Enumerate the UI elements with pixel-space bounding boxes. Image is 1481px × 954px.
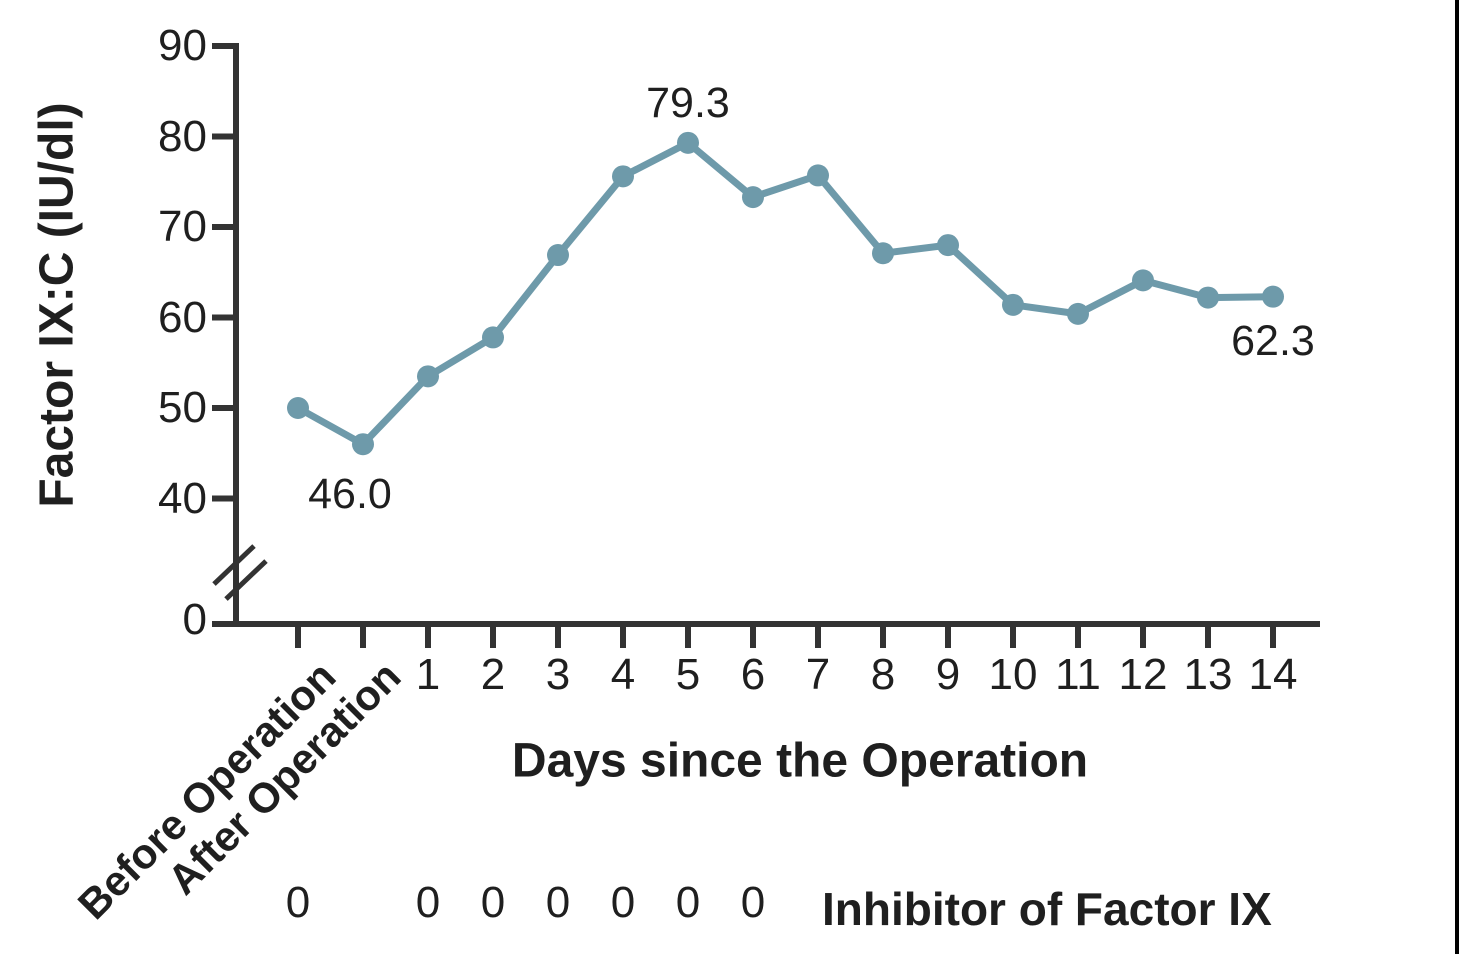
y-tick-label: 70 (158, 202, 207, 251)
data-point (417, 365, 439, 388)
inhibitor-row-label: Inhibitor of Factor IX (822, 883, 1272, 935)
data-point (482, 326, 504, 349)
y-tick-label: 60 (158, 292, 207, 342)
inhibitor-zero: 0 (285, 878, 311, 927)
x-tick-label: 1 (415, 650, 441, 699)
y-tick-label: 80 (158, 111, 207, 161)
x-tick-label: 10 (988, 650, 1038, 699)
x-axis-title: Days since the Operation (511, 734, 1089, 788)
y-tick-label: 90 (158, 21, 207, 70)
inhibitor-zero: 0 (480, 878, 506, 927)
x-tick-label: 9 (935, 650, 961, 699)
data-point (1067, 302, 1089, 325)
x-tick-label: 4 (610, 650, 636, 699)
data-point (807, 164, 829, 187)
x-tick-label: 8 (870, 650, 896, 699)
data-point (612, 165, 634, 188)
data-point-label: 46.0 (308, 470, 392, 519)
series-line (294, 139, 1277, 448)
y-tick-label: 0 (182, 595, 207, 644)
x-tick-label: 14 (1248, 650, 1298, 699)
x-tick-label: 11 (1055, 650, 1101, 699)
axis-break-icon (212, 544, 256, 586)
data-point (1197, 286, 1219, 309)
data-point (352, 433, 374, 456)
y-tick-label: 40 (158, 473, 207, 523)
x-tick-label: 13 (1183, 650, 1233, 699)
x-tick-label: 7 (805, 650, 831, 699)
data-point (1262, 285, 1284, 308)
axis-break-icon (224, 559, 268, 601)
x-tick-label: 3 (545, 650, 571, 699)
data-point-label: 79.3 (646, 78, 730, 127)
inhibitor-zero: 0 (415, 878, 441, 927)
page-edge-line (1455, 0, 1459, 954)
data-point-label: 62.3 (1231, 316, 1315, 365)
inhibitor-zero: 0 (740, 878, 766, 927)
data-point (547, 244, 569, 267)
data-point (742, 186, 764, 209)
y-tick-label: 50 (158, 383, 207, 432)
x-tick-label: 6 (740, 650, 766, 699)
data-point (937, 234, 959, 257)
inhibitor-zero: 0 (675, 878, 701, 927)
x-tick-label: 12 (1118, 650, 1168, 699)
data-point (287, 397, 309, 419)
data-point (677, 131, 699, 154)
inhibitor-zero: 0 (610, 878, 636, 927)
data-point (1132, 269, 1154, 292)
x-tick-label: 5 (675, 650, 701, 699)
inhibitor-zero: 0 (545, 878, 571, 927)
data-point (1002, 293, 1024, 316)
data-point (872, 242, 894, 265)
x-tick-label: 2 (480, 650, 506, 699)
